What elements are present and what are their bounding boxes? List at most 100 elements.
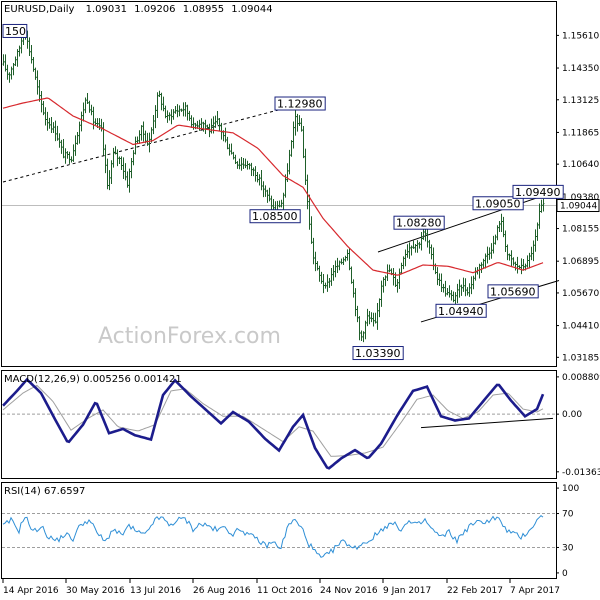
price-bar <box>260 170 263 191</box>
symbol-label: EURUSD,Daily <box>4 4 75 15</box>
price-bar <box>46 111 49 131</box>
price-bar <box>352 279 355 298</box>
price-bar <box>174 105 177 114</box>
price-bar <box>230 143 233 155</box>
price-y-tick-label: 1.09380 <box>562 193 599 203</box>
price-bar <box>50 116 53 133</box>
price-bar <box>504 230 507 252</box>
price-bar <box>412 240 415 249</box>
price-bar <box>154 105 157 129</box>
price-bar <box>114 146 117 155</box>
price-bar <box>234 154 237 165</box>
price-annotation-label: 1.08280 <box>396 217 442 230</box>
price-y-tick-label: 1.14350 <box>562 64 599 74</box>
price-bar <box>62 138 65 159</box>
x-tick-label: 14 Apr 2016 <box>3 586 59 596</box>
price-bar <box>238 158 241 170</box>
price-bar <box>112 147 115 168</box>
x-tick-label: 9 Jan 2017 <box>383 586 431 596</box>
price-bar <box>244 158 247 169</box>
price-bar <box>494 234 497 245</box>
price-bar <box>162 96 165 112</box>
price-bar <box>246 160 249 170</box>
price-bar <box>18 45 21 57</box>
price-bar <box>354 288 357 317</box>
price-bar <box>134 136 137 155</box>
price-bar <box>78 121 81 144</box>
price-bar <box>380 280 383 307</box>
price-bar <box>106 158 109 190</box>
price-bar <box>218 117 221 131</box>
price-bar <box>368 310 371 325</box>
price-annotation: 1.08280 <box>393 215 445 230</box>
price-bar <box>330 268 333 286</box>
price-bar <box>278 200 281 208</box>
price-bar <box>508 253 511 261</box>
price-annotation: 150 <box>2 23 28 38</box>
price-bar <box>216 111 219 125</box>
price-bar <box>200 118 203 130</box>
rsi-y-tick-label: 100 <box>562 484 579 494</box>
price-bar <box>310 216 313 244</box>
price-bar <box>480 262 483 274</box>
price-bar <box>462 277 465 292</box>
price-bar <box>322 273 325 294</box>
price-bar <box>420 232 423 251</box>
price-y-tick-label: 1.13125 <box>562 96 599 106</box>
price-bar <box>110 160 113 184</box>
price-title: EURUSD,Daily 1.09031 1.09206 1.08955 1.0… <box>4 4 273 15</box>
price-bar <box>308 194 311 230</box>
open-value: 1.09031 <box>86 4 127 15</box>
price-bar <box>490 243 493 259</box>
price-bar <box>482 258 485 269</box>
price-bar <box>486 246 489 264</box>
price-bar <box>528 252 531 269</box>
rsi-pane-frame <box>1 482 557 579</box>
price-annotation: 1.05690 <box>487 284 539 299</box>
price-bar <box>430 244 433 260</box>
price-bar <box>536 222 539 241</box>
price-bar <box>510 250 513 268</box>
price-bar <box>356 305 359 323</box>
price-bar <box>32 57 35 72</box>
price-bar <box>438 273 441 287</box>
x-tick-label: 7 Apr 2017 <box>510 586 560 596</box>
price-bar <box>82 102 85 122</box>
price-bar <box>72 144 75 162</box>
price-bar <box>140 125 143 141</box>
price-bar <box>540 199 543 213</box>
price-y-axis: 1.15610 1.14350 1.13125 1.11865 1.10640 1.093… <box>556 31 599 363</box>
rsi-y-axis: 100 70 30 0 <box>556 484 579 579</box>
high-value: 1.09206 <box>134 4 175 15</box>
price-bar <box>398 268 401 289</box>
price-annotation-label: 1.05690 <box>490 285 536 298</box>
price-bar <box>42 100 45 116</box>
price-bar <box>68 151 71 164</box>
price-bar <box>414 243 417 253</box>
price-bar <box>58 133 61 148</box>
price-bar <box>44 107 47 126</box>
x-tick-label: 13 Jul 2016 <box>130 586 181 596</box>
x-axis: 14 Apr 2016 30 May 2016 13 Jul 2016 26 Aug … <box>2 579 560 596</box>
price-bar <box>448 285 451 298</box>
price-bar <box>156 92 159 118</box>
price-bar <box>252 167 255 177</box>
price-bar <box>94 118 97 126</box>
price-bar <box>306 174 309 210</box>
close-value: 1.09044 <box>231 4 272 15</box>
price-bar <box>442 283 445 293</box>
price-bar <box>202 121 205 132</box>
price-bar <box>318 265 321 282</box>
price-bar <box>388 264 391 273</box>
price-bar <box>358 316 361 341</box>
price-bar <box>164 105 167 119</box>
price-bar <box>496 225 499 241</box>
price-bar <box>492 235 495 254</box>
price-bar <box>118 156 121 165</box>
price-bar <box>224 127 227 143</box>
price-y-tick-label: 1.11865 <box>562 128 599 138</box>
price-bar <box>424 229 427 242</box>
price-bar <box>298 115 301 126</box>
price-bar <box>248 163 251 170</box>
price-bar <box>232 151 235 160</box>
